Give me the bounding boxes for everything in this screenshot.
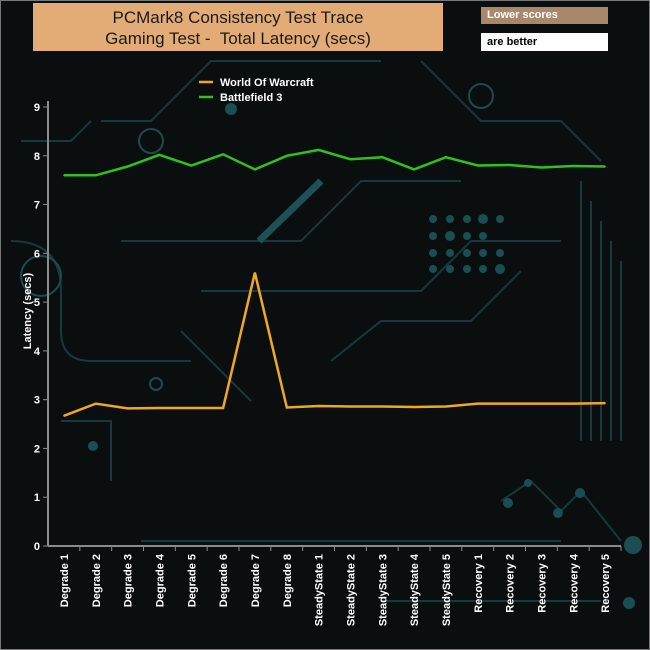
x-tick-label: Degrade 3	[123, 554, 135, 607]
data-point	[476, 402, 479, 405]
x-tick-label: Recovery 1	[473, 554, 485, 613]
data-point	[222, 407, 224, 409]
data-point	[381, 156, 384, 159]
x-tick-label: Recovery 2	[505, 554, 517, 613]
series-1	[63, 272, 606, 417]
data-point	[476, 164, 479, 167]
data-point	[413, 406, 415, 408]
y-tick-label: 1	[34, 492, 40, 504]
data-point	[413, 168, 415, 171]
data-point	[254, 272, 256, 274]
lower-scores-note: Lower scores	[481, 7, 608, 24]
chart-title-line-1: PCMark8 Consistency Test Trace	[112, 8, 364, 27]
data-point	[445, 156, 447, 159]
x-tick-label: SteadyState 1	[314, 554, 326, 626]
data-point	[540, 402, 543, 405]
data-point	[126, 165, 129, 168]
data-point	[158, 407, 161, 409]
y-tick-label: 6	[34, 248, 40, 260]
x-tick-label: SteadyState 2	[345, 554, 357, 626]
x-tick-label: Degrade 1	[59, 554, 71, 607]
y-tick-label: 0	[34, 541, 40, 553]
x-tick-label: SteadyState 3	[377, 554, 389, 626]
axes: 0 1 2 3 4 5 6 7 8 9 Degrade 1 Degrade 2 Degrade 3 Deg…	[34, 101, 622, 626]
y-tick-label: 2	[34, 443, 40, 455]
x-tick-label: Recovery 4	[568, 553, 580, 613]
legend-label: Battlefield 3	[220, 92, 282, 104]
series-group	[63, 148, 606, 417]
x-tick-label: Recovery 3	[536, 554, 548, 613]
data-point	[317, 149, 320, 151]
x-tick-label: Degrade 6	[218, 554, 230, 607]
data-point	[63, 414, 65, 417]
data-point	[285, 154, 288, 157]
data-point	[604, 402, 606, 404]
legend: World Of Warcraft Battlefield 3	[199, 77, 314, 104]
chart-title-line-2: Gaming Test - Total Latency (secs)	[105, 29, 371, 48]
x-tick-label: Degrade 7	[250, 554, 262, 607]
x-tick-label: Degrade 5	[186, 554, 198, 607]
data-point	[285, 406, 288, 409]
series-2	[63, 148, 606, 177]
data-point	[508, 402, 511, 405]
x-tick-label: SteadyState 4	[409, 553, 421, 626]
data-point	[63, 174, 65, 177]
data-point	[190, 164, 193, 167]
data-point	[254, 168, 256, 171]
data-point	[190, 407, 193, 409]
y-tick-label: 4	[34, 346, 41, 358]
data-point	[604, 165, 606, 168]
y-tick-label: 3	[34, 395, 40, 407]
y-axis-label: Latency (secs)	[22, 272, 34, 349]
data-point	[222, 153, 224, 156]
y-tick-label: 5	[34, 297, 40, 309]
data-point	[572, 165, 575, 167]
data-point	[508, 164, 511, 166]
are-better-note: are better	[481, 33, 608, 51]
data-point	[158, 154, 161, 156]
series-line	[63, 272, 606, 417]
data-point	[572, 402, 575, 405]
data-point	[94, 402, 97, 405]
data-point	[317, 405, 320, 407]
x-tick-label: SteadyState 5	[441, 554, 453, 626]
x-tick-label: Degrade 2	[91, 554, 103, 607]
y-tick-label: 7	[34, 200, 40, 212]
series-line	[63, 148, 606, 177]
x-tick-label: Degrade 4	[154, 553, 166, 607]
data-point	[445, 405, 447, 408]
data-point	[94, 174, 97, 177]
data-point	[349, 158, 352, 160]
x-tick-label: Degrade 8	[282, 554, 294, 607]
chart-title: PCMark8 Consistency Test Trace Gaming Te…	[33, 3, 443, 51]
x-tick-label: Recovery 5	[600, 554, 612, 613]
data-point	[540, 166, 543, 169]
y-tick-label: 8	[34, 151, 40, 163]
data-point	[349, 405, 352, 408]
y-tick-label: 9	[34, 102, 40, 114]
data-point	[126, 407, 129, 410]
legend-label: World Of Warcraft	[220, 77, 314, 89]
data-point	[381, 405, 384, 408]
